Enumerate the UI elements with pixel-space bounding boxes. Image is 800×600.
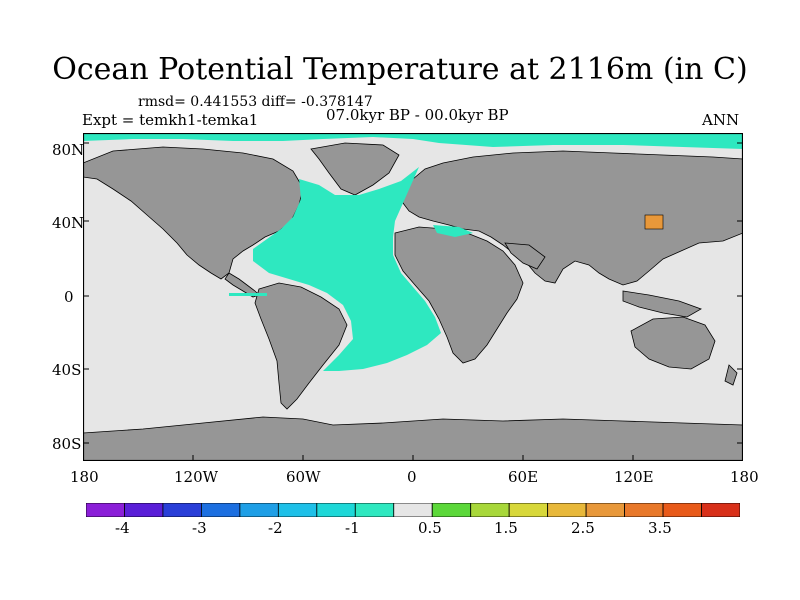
experiment-label: Expt = temkh1-temka1 <box>82 111 259 129</box>
colorbar-swatch <box>162 503 202 517</box>
anomaly-arctic <box>83 133 743 149</box>
lon-label-60w: 60W <box>286 468 321 486</box>
land-antarctica <box>83 416 743 461</box>
land-north-america <box>83 146 304 280</box>
colorbar-swatch <box>470 503 510 517</box>
lat-label-80n: 80N <box>52 141 85 159</box>
colorbar-swatch <box>431 503 472 517</box>
colorbar-swatch <box>624 503 664 517</box>
land-south-america <box>254 282 348 410</box>
lat-label-40s: 40S <box>52 361 82 379</box>
land-africa <box>394 226 524 364</box>
colorbar-swatch <box>316 503 356 517</box>
land-australia <box>630 316 716 370</box>
period-label: 07.0kyr BP - 00.0kyr BP <box>326 106 509 124</box>
colorbar-swatch <box>585 503 625 517</box>
lon-label-0: 0 <box>407 468 417 486</box>
lat-label-80s: 80S <box>52 435 82 453</box>
land-maritime-asia <box>622 290 702 318</box>
colorbar-label: -3 <box>192 519 207 537</box>
colorbar-label: 1.5 <box>494 519 518 537</box>
land-eurasia <box>398 150 743 286</box>
colorbar-swatch <box>508 503 549 517</box>
land-new-zealand <box>724 364 738 386</box>
lon-label-60e: 60E <box>508 468 539 486</box>
colorbar-swatch <box>662 503 702 517</box>
world-map <box>83 133 743 461</box>
anomaly-warm <box>644 214 664 230</box>
lon-label-120w: 120W <box>174 468 219 486</box>
land-greenland <box>310 142 400 196</box>
colorbar-swatch <box>393 503 433 517</box>
lon-label-120e: 120E <box>614 468 654 486</box>
colorbar-label: -2 <box>268 519 283 537</box>
lat-label-0: 0 <box>64 288 74 306</box>
colorbar-swatch <box>277 503 318 517</box>
colorbar-swatch <box>201 503 241 517</box>
map-title: Ocean Potential Temperature at 2116m (in… <box>52 52 748 87</box>
colorbar-label: -4 <box>115 519 130 537</box>
colorbar-label: 3.5 <box>648 519 672 537</box>
lat-label-40n: 40N <box>52 214 85 232</box>
colorbar-label: 2.5 <box>571 519 595 537</box>
map-ticks <box>83 142 743 461</box>
colorbar-label: 0.5 <box>418 519 442 537</box>
colorbar-swatch <box>86 503 125 517</box>
colorbar-swatch <box>547 503 587 517</box>
stats-label: rmsd= 0.441553 diff= -0.378147 <box>138 94 373 110</box>
colorbar-swatch <box>124 503 164 517</box>
colorbar-swatch <box>701 503 740 517</box>
colorbar-swatch <box>354 503 395 517</box>
anomaly-mediterranean <box>433 225 473 237</box>
colorbar-swatch <box>239 503 279 517</box>
anomaly-pacific-streak <box>229 293 267 296</box>
land-arabia <box>504 242 546 270</box>
lon-label-180e: 180 <box>730 468 759 486</box>
anomaly-atlantic <box>253 167 441 371</box>
season-label: ANN <box>702 111 740 129</box>
colorbar <box>86 503 740 517</box>
lon-label-180w: 180 <box>70 468 99 486</box>
colorbar-label: -1 <box>345 519 360 537</box>
